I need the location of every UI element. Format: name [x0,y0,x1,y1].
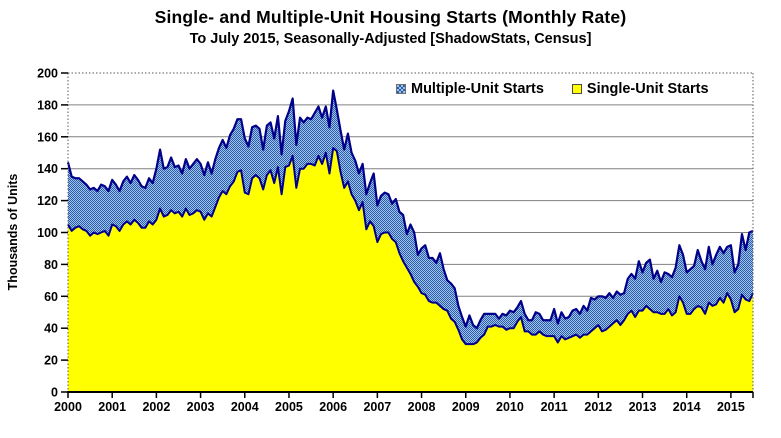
x-tick-label: 2001 [98,400,126,414]
y-tick-label: 60 [44,290,58,304]
single-unit-area [68,147,753,392]
multiple-unit-area [68,90,753,345]
axes [61,72,754,398]
x-tick-label: 2007 [363,400,391,414]
chart-title: Single- and Multiple-Unit Housing Starts… [154,7,627,27]
y-tick-label: 0 [51,386,58,400]
x-tick-label: 2015 [717,400,745,414]
legend-item-single-unit: Single-Unit Starts [571,81,709,97]
x-tick-label: 2003 [187,400,215,414]
chart-subtitle: To July 2015, Seasonally-Adjusted [Shado… [189,31,592,47]
y-tick-label: 120 [37,194,58,208]
y-tick-label: 100 [37,226,58,240]
x-tick-label: 2008 [408,400,436,414]
x-tick-label: 2011 [541,400,568,414]
y-tick-label: 200 [37,67,58,81]
x-tick-label: 2012 [584,400,612,414]
x-tick-label: 2010 [496,400,524,414]
y-tick-label: 160 [37,130,58,144]
y-tick-label: 40 [44,322,58,336]
legend-label-single-unit: Single-Unit Starts [586,81,709,97]
tick-labels: 0 20 40 60 80 100 120 140 160 180 200 2000 2001 2002 2… [37,67,745,415]
x-tick-label: 2013 [629,400,657,414]
y-tick-label: 20 [44,354,58,368]
x-tick-label: 2000 [54,400,82,414]
total-starts-line [66,89,754,330]
area-series [66,89,754,392]
legend-item-multiple-unit: Multiple-Unit Starts [396,81,544,97]
single-unit-swatch-icon [571,84,582,94]
y-axis-title: Thousands of Units [6,174,20,291]
legend: Multiple-Unit Starts Single-Unit Starts [396,81,709,97]
single-unit-line [67,146,754,346]
y-tick-label: 80 [44,258,58,272]
y-tick-label: 140 [37,162,58,176]
x-tick-label: 2005 [275,400,303,414]
x-tick-label: 2002 [142,400,170,414]
y-tick-label: 180 [37,98,58,112]
legend-label-multiple-unit: Multiple-Unit Starts [411,81,544,97]
x-tick-label: 2006 [319,400,347,414]
x-tick-label: 2009 [452,400,480,414]
x-tick-label: 2004 [231,400,259,414]
x-tick-label: 2014 [673,400,701,414]
multiple-unit-swatch-icon [396,84,406,94]
